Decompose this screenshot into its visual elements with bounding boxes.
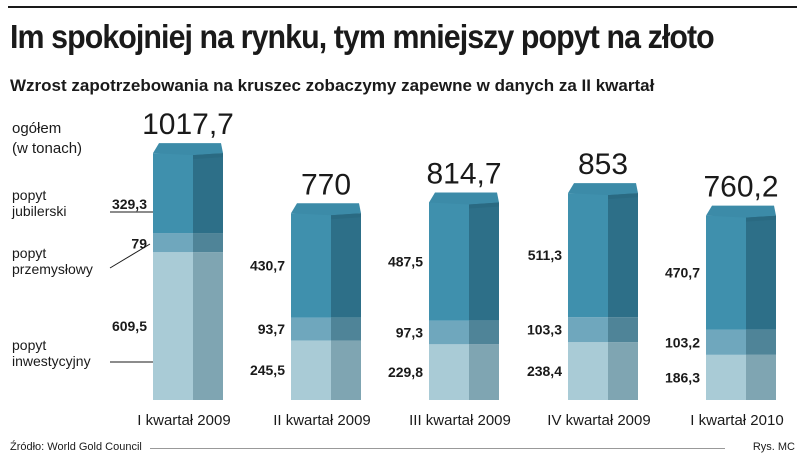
bar-segment-side (331, 340, 361, 400)
legend-label-line1: popyt (12, 245, 46, 261)
bar-top-cap (706, 205, 776, 218)
category-label: I kwartał 2009 (137, 412, 230, 429)
bar-segment-side (746, 215, 776, 330)
bar-segment-front (153, 233, 193, 253)
segment-value-label: 470,7 (665, 265, 700, 281)
segment-value-label: 93,7 (258, 321, 285, 337)
legend-label-line1: popyt (12, 337, 46, 353)
segment-value-label: 329,3 (112, 196, 147, 212)
legend-label-line2: inwestycyjny (12, 353, 91, 369)
bar-top-cap-side (193, 153, 223, 160)
source-note: Źródło: World Gold Council (10, 441, 142, 453)
bar-segment-front (153, 252, 193, 400)
category-label: I kwartał 2010 (690, 412, 783, 429)
bar-segment-side (608, 317, 638, 343)
labels: 1017,7 609,5 79 329,3 I kwartał 2009 770 245,5… (11, 108, 784, 429)
segment-value-label: 97,3 (396, 324, 423, 340)
bar-segment-front (291, 340, 331, 400)
bar-top-cap (291, 203, 361, 216)
bar-segment-front (429, 344, 469, 400)
bar-segment-side (469, 320, 499, 345)
legend-label-line2: przemysłowy (12, 261, 93, 277)
bar-segment-side (469, 344, 499, 400)
bar-segment-front (568, 342, 608, 400)
total-label: 760,2 (703, 171, 778, 204)
credit-note: Rys. MC (752, 441, 795, 453)
bar-segment-front (706, 354, 746, 400)
bar-segment-front (568, 317, 608, 343)
bar-segment-side (193, 233, 223, 253)
leader-lines (109, 211, 153, 363)
unit-label-line1: ogółem (12, 120, 61, 137)
bar-segment-side (608, 342, 638, 400)
bar-segment-front (568, 193, 608, 318)
bar-segment-front (429, 320, 469, 345)
unit-label-line2: (w tonach) (12, 140, 82, 157)
segment-value-label: 229,8 (388, 364, 423, 380)
bar-top-cap-side (331, 213, 361, 220)
segment-value-label: 245,5 (250, 362, 285, 378)
bar-top-cap (153, 143, 223, 156)
segment-value-label: 103,3 (527, 322, 562, 338)
chart-title: Im spokojniej na rynku, tym mniejszy pop… (10, 18, 715, 55)
segment-value-label: 609,5 (112, 318, 147, 334)
segment-value-label: 487,5 (388, 254, 423, 270)
bar-segment-side (469, 202, 499, 321)
bar-segment-front (153, 153, 193, 234)
bar-top-cap-side (469, 202, 499, 209)
category-label: II kwartał 2009 (273, 412, 371, 429)
bar-segment-side (608, 193, 638, 318)
total-label: 853 (578, 148, 628, 181)
legend-label-line1: popyt (12, 187, 46, 203)
category-label: IV kwartał 2009 (547, 412, 650, 429)
segment-value-label: 186,3 (665, 369, 700, 385)
legend-label-line2: jubilerski (11, 203, 66, 219)
bar-top-cap-side (608, 193, 638, 200)
bars (153, 143, 776, 400)
segment-value-label: 103,2 (665, 334, 700, 350)
bar-segment-front (291, 213, 331, 318)
total-label: 770 (301, 168, 351, 201)
bar-segment-side (746, 329, 776, 355)
category-label: III kwartał 2009 (409, 412, 511, 429)
segment-value-label: 430,7 (250, 258, 285, 274)
bar-segment-front (291, 317, 331, 341)
bar-segment-side (193, 153, 223, 234)
total-label: 1017,7 (142, 108, 234, 141)
chart-subtitle: Wzrost zapotrzebowania na kruszec zobacz… (10, 76, 655, 95)
segment-value-label: 511,3 (528, 247, 562, 263)
bar-segment-front (429, 202, 469, 321)
segment-value-label: 238,4 (527, 363, 562, 379)
bar-segment-front (706, 329, 746, 355)
bar-segment-front (706, 215, 746, 330)
bar-segment-side (193, 252, 223, 400)
legend-leader-line (109, 243, 151, 269)
bar-top-cap (429, 192, 499, 205)
bar-top-cap-side (746, 215, 776, 222)
bottom-rule (150, 448, 725, 449)
top-rule (8, 6, 797, 8)
bar-segment-side (746, 354, 776, 400)
bar-segment-side (331, 213, 361, 318)
total-label: 814,7 (426, 157, 501, 190)
bar-top-cap (568, 183, 638, 196)
segment-value-label: 79 (131, 236, 147, 252)
bar-segment-side (331, 317, 361, 341)
